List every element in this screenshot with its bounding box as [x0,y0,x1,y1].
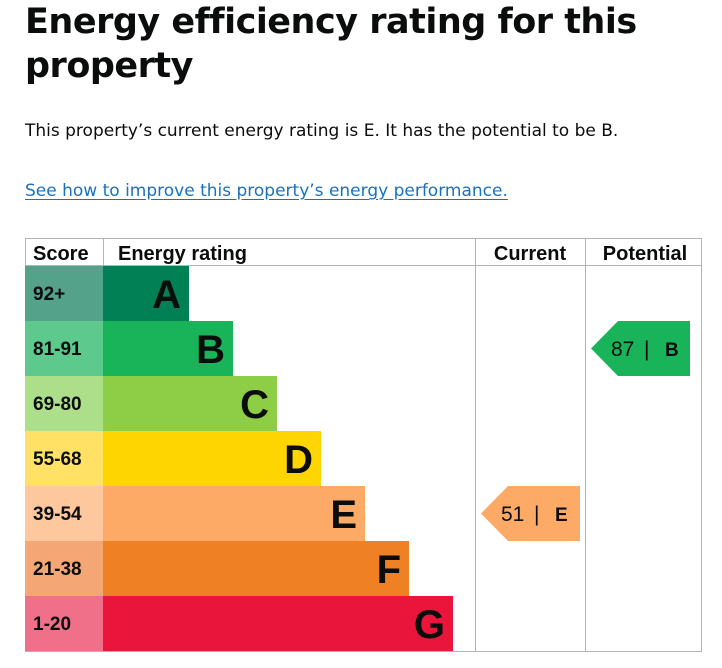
score-range-f: 21-38 [33,559,82,580]
rating-bar-a [103,266,189,321]
current-rating-value: 51 [501,503,524,526]
score-cell-a [25,266,103,321]
score-range-c: 69-80 [33,394,82,415]
rating-summary: This property’s current energy rating is… [25,121,619,141]
rating-letter-b: B [196,328,225,372]
score-range-a: 92+ [33,284,65,305]
rating-letter-g: G [414,603,445,647]
header-energy-rating: Energy rating [118,243,247,265]
rating-bands: 92+ A 81-91 B 69-80 C 55-68 D 39-54 E 21-38 F 1-20 G [25,266,453,651]
potential-rating-value: 87 [611,338,634,361]
header-potential: Potential [603,243,687,265]
current-rating-arrow [481,486,580,541]
rating-bar-e [103,486,365,541]
potential-rating-indicator: 87 | B [591,321,690,376]
rating-bar-g [103,596,453,651]
page-title: Energy efficiency rating for this proper… [25,2,637,86]
score-range-d: 55-68 [33,449,82,470]
score-cell-d [25,431,103,486]
current-rating-indicator: 51 | E [481,486,580,541]
potential-rating-arrow [591,321,690,376]
score-range-e: 39-54 [33,504,82,525]
score-cell-c [25,376,103,431]
rating-letter-d: D [284,438,313,482]
score-range-g: 1-20 [33,614,71,635]
current-rating-separator: | [534,503,539,526]
score-range-b: 81-91 [33,339,82,360]
rating-letter-a: A [152,273,181,317]
rating-bar-d [103,431,321,486]
improve-energy-link[interactable]: See how to improve this property’s energ… [25,181,508,201]
current-rating-letter: E [555,505,568,526]
score-cell-f [25,541,103,596]
rating-bar-c [103,376,277,431]
potential-rating-separator: | [644,338,649,361]
score-cell-e [25,486,103,541]
potential-rating-letter: B [665,340,679,361]
rating-bar-f [103,541,409,596]
header-current: Current [494,243,567,265]
rating-letter-c: C [240,383,269,427]
header-score: Score [33,243,89,265]
score-cell-b [25,321,103,376]
rating-bar-b [103,321,233,376]
rating-letter-f: F [377,548,401,592]
score-cell-g [25,596,103,651]
rating-letter-e: E [330,493,357,537]
